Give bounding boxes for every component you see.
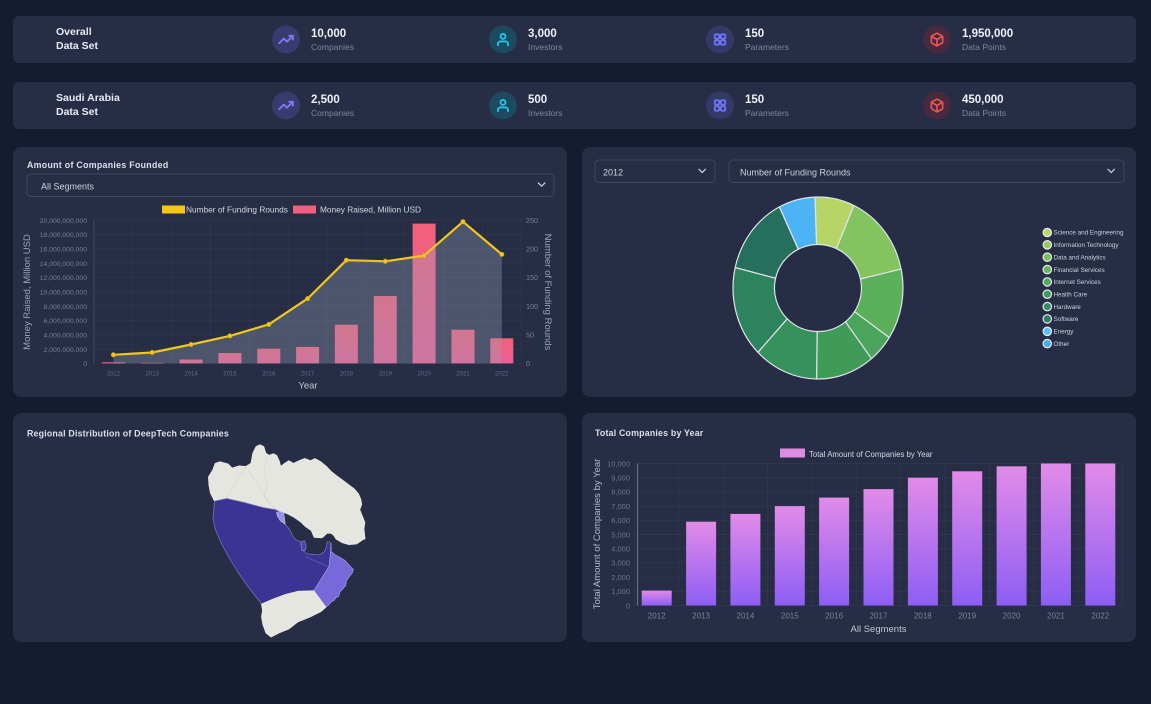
svg-text:2014: 2014 [737,612,755,621]
svg-text:12,000,000,000: 12,000,000,000 [40,275,87,282]
svg-text:Number of Funding Rounds: Number of Funding Rounds [186,205,288,215]
svg-text:Total Amount of Companies by Y: Total Amount of Companies by Year [592,459,603,610]
svg-text:Parameters: Parameters [745,108,789,118]
svg-text:2013: 2013 [146,371,160,377]
svg-text:2018: 2018 [914,612,932,621]
svg-text:2022: 2022 [495,371,509,377]
svg-text:450,000: 450,000 [962,94,1004,106]
svg-text:Investors: Investors [528,42,563,52]
svg-text:0: 0 [83,361,87,368]
svg-text:Financial Services: Financial Services [1054,267,1105,274]
svg-text:2014: 2014 [184,371,198,377]
svg-text:3,000: 3,000 [528,28,557,40]
svg-text:2021: 2021 [456,371,470,377]
svg-text:2,000,000,000: 2,000,000,000 [44,347,88,354]
svg-text:Companies: Companies [311,108,354,118]
svg-text:4,000,000,000: 4,000,000,000 [44,333,88,340]
svg-text:5,000: 5,000 [611,530,630,539]
svg-text:2013: 2013 [692,612,710,621]
svg-text:Internet Services: Internet Services [1054,279,1101,286]
svg-text:10,000: 10,000 [311,28,346,40]
svg-text:0: 0 [626,601,630,610]
svg-text:50: 50 [526,331,534,340]
svg-text:Data Set: Data Set [56,106,99,118]
svg-text:Data Set: Data Set [56,40,99,52]
svg-text:Software: Software [1054,316,1079,323]
svg-text:2,000: 2,000 [611,573,630,582]
svg-text:20,000,000,000: 20,000,000,000 [40,218,87,225]
svg-text:Total Amount of Companies by Y: Total Amount of Companies by Year [809,450,933,459]
svg-text:Saudi Arabia: Saudi Arabia [56,92,120,104]
svg-text:Overall: Overall [56,26,92,38]
svg-text:2020: 2020 [1003,612,1021,621]
svg-text:Money Raised, Million USD: Money Raised, Million USD [22,234,33,350]
svg-text:2018: 2018 [340,371,354,377]
svg-text:Information Technology: Information Technology [1054,242,1120,249]
svg-text:9,000: 9,000 [611,474,630,483]
svg-text:18,000,000,000: 18,000,000,000 [40,232,87,239]
svg-text:10,000,000,000: 10,000,000,000 [40,290,87,297]
svg-text:10,000: 10,000 [607,459,630,468]
svg-text:Regional Distribution of DeepT: Regional Distribution of DeepTech Compan… [27,429,229,439]
svg-text:All Segments: All Segments [851,624,907,635]
svg-text:2012: 2012 [107,371,121,377]
svg-text:14,000,000,000: 14,000,000,000 [40,261,87,268]
svg-text:Companies: Companies [311,42,354,52]
svg-text:Investors: Investors [528,108,563,118]
svg-text:150: 150 [526,273,538,282]
svg-text:4,000: 4,000 [611,545,630,554]
svg-text:2022: 2022 [1091,612,1109,621]
svg-text:2016: 2016 [825,612,843,621]
svg-text:Hardware: Hardware [1054,304,1082,311]
svg-text:All Segments: All Segments [41,182,95,192]
svg-text:8,000,000,000: 8,000,000,000 [44,304,88,311]
svg-text:2021: 2021 [1047,612,1065,621]
svg-text:Number of Funding Rounds: Number of Funding Rounds [740,168,851,178]
svg-text:200: 200 [526,244,538,253]
svg-text:7,000: 7,000 [611,502,630,511]
svg-text:250: 250 [526,216,538,225]
svg-text:Other: Other [1054,341,1070,348]
svg-text:Money Raised, Million USD: Money Raised, Million USD [320,205,421,215]
svg-text:150: 150 [745,28,764,40]
svg-text:Parameters: Parameters [745,42,789,52]
svg-text:1,950,000: 1,950,000 [962,28,1013,40]
svg-text:1,000: 1,000 [611,587,630,596]
svg-text:2017: 2017 [301,371,315,377]
svg-text:Energy: Energy [1054,329,1075,336]
svg-text:Science and Engineering: Science and Engineering [1054,230,1125,237]
svg-text:2016: 2016 [262,371,276,377]
svg-text:2015: 2015 [223,371,237,377]
svg-text:2017: 2017 [870,612,888,621]
svg-text:Amount of Companies Founded: Amount of Companies Founded [27,160,169,170]
svg-text:150: 150 [745,94,764,106]
svg-text:6,000: 6,000 [611,516,630,525]
svg-text:2,500: 2,500 [311,94,340,106]
svg-text:2015: 2015 [781,612,799,621]
svg-text:Total Companies by Year: Total Companies by Year [595,428,704,438]
svg-text:0: 0 [526,359,530,368]
svg-text:2019: 2019 [379,371,393,377]
svg-text:Health Care: Health Care [1054,291,1088,298]
svg-text:8,000: 8,000 [611,488,630,497]
svg-text:Year: Year [298,380,317,391]
svg-text:Data Points: Data Points [962,108,1006,118]
svg-text:500: 500 [528,94,547,106]
svg-text:Data and Analytics: Data and Analytics [1054,254,1106,261]
svg-text:100: 100 [526,302,538,311]
svg-text:2019: 2019 [958,612,976,621]
svg-text:3,000: 3,000 [611,559,630,568]
svg-text:16,000,000,000: 16,000,000,000 [40,246,87,253]
svg-text:2012: 2012 [648,612,666,621]
svg-text:Number of Funding Rounds: Number of Funding Rounds [542,234,553,351]
svg-text:Data Points: Data Points [962,42,1006,52]
svg-text:2020: 2020 [417,371,431,377]
svg-text:2012: 2012 [603,168,623,178]
svg-text:6,000,000,000: 6,000,000,000 [44,318,88,325]
